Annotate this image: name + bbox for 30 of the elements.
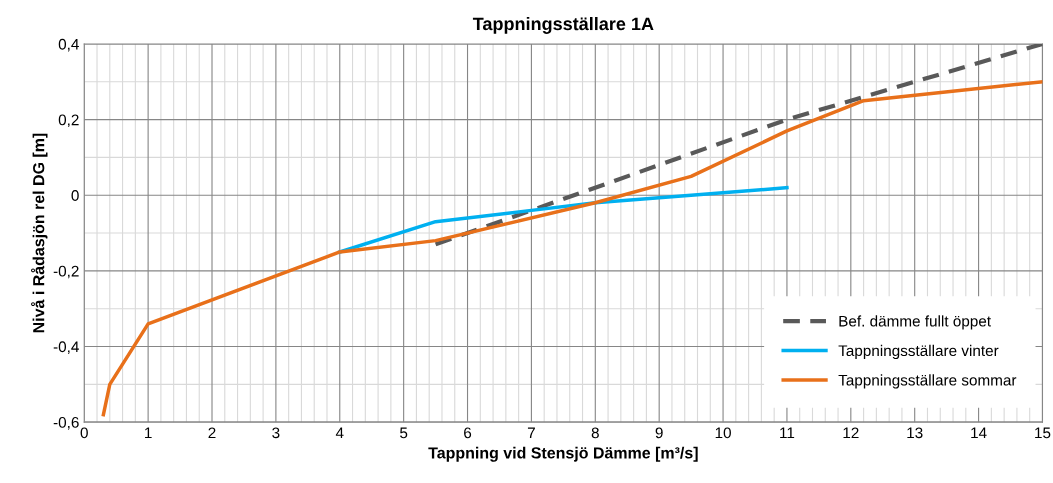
- x-tick-label: 2: [208, 427, 216, 439]
- x-tick-label: 12: [843, 427, 859, 439]
- line-series: [101, 80, 1043, 417]
- x-tick-label: 9: [655, 427, 663, 439]
- x-tick-label: 6: [464, 427, 472, 439]
- y-tick-label: -0,4: [53, 341, 79, 354]
- x-tick-label: 3: [272, 427, 280, 439]
- x-tick-label: 5: [400, 427, 408, 439]
- x-tick-label: 15: [1035, 427, 1051, 439]
- line-series: [433, 43, 1043, 247]
- x-axis-title: Tappning vid Stensjö Dämme [m³/s]: [428, 446, 698, 462]
- chart-title: Tappningsställare 1A: [472, 16, 654, 34]
- y-tick-label: 0: [71, 190, 79, 201]
- legend-label: Tappningsställare vinter: [838, 344, 999, 360]
- legend-label: Bef. dämme fullt öppet: [839, 315, 991, 330]
- y-tick-label: 0,4: [58, 38, 79, 52]
- x-tick-label: 14: [971, 427, 987, 439]
- x-tick-label: 11: [780, 427, 795, 439]
- x-tick-label: 0: [80, 427, 88, 439]
- x-tick-label: 10: [715, 427, 731, 439]
- x-tick-label: 8: [591, 427, 599, 439]
- y-tick-label: -0,6: [53, 417, 79, 430]
- x-tick-label: 13: [907, 427, 923, 439]
- y-tick-label: 0,2: [58, 114, 79, 128]
- x-tick-label: 1: [145, 427, 152, 439]
- y-axis-title: Nivå i Rådasjön rel DG [m]: [31, 133, 48, 333]
- x-tick-label: 4: [335, 427, 344, 439]
- x-tick-label: 7: [527, 427, 535, 439]
- legend-label: Tappningsställare sommar: [838, 374, 1017, 389]
- y-tick-label: -0,2: [53, 265, 79, 279]
